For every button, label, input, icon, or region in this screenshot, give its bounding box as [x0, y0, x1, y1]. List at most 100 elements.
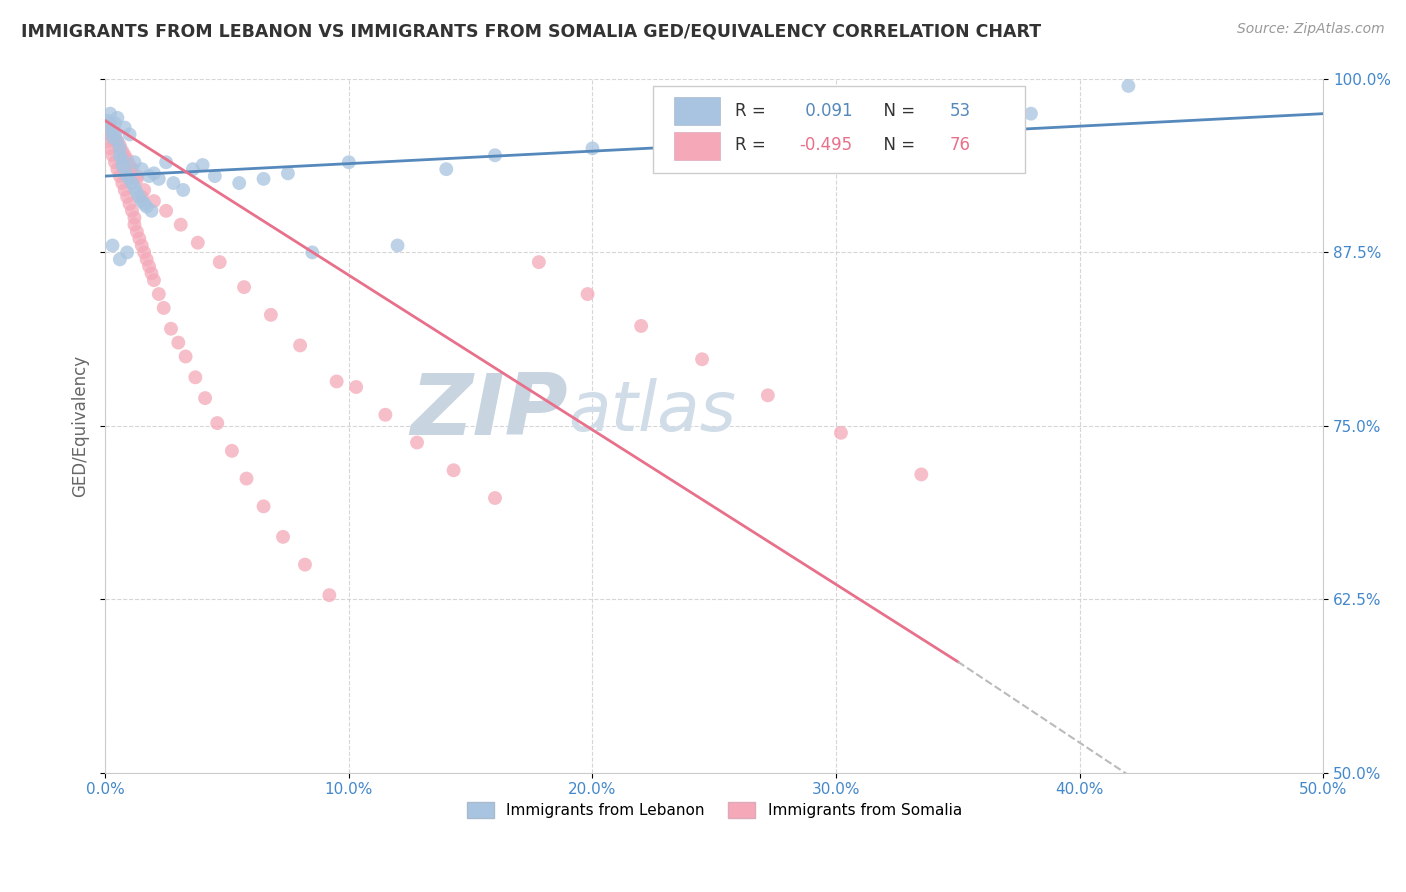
Text: -0.495: -0.495 [800, 136, 852, 154]
Point [484, 148, 506, 162]
Point [135, 252, 157, 267]
Point [703, 148, 725, 162]
Point [105, 111, 128, 125]
Point [118, 162, 141, 177]
Point [148, 287, 170, 301]
Point [142, 194, 165, 208]
Point [148, 172, 170, 186]
Point [125, 169, 148, 183]
Point [374, 408, 396, 422]
Point [104, 155, 127, 169]
Point [191, 158, 214, 172]
Point [101, 125, 124, 139]
Point [115, 153, 138, 167]
Point [830, 425, 852, 440]
Point [170, 218, 193, 232]
Point [121, 203, 143, 218]
Point [294, 558, 316, 572]
Point [128, 231, 150, 245]
Point [344, 380, 367, 394]
Point [221, 443, 243, 458]
Point [98, 128, 121, 142]
Point [101, 125, 124, 139]
Point [97, 113, 120, 128]
Point [630, 318, 652, 333]
Point [208, 255, 231, 269]
Point [124, 211, 146, 225]
Point [134, 197, 156, 211]
Point [128, 190, 150, 204]
Point [910, 467, 932, 482]
Point [142, 273, 165, 287]
Point [124, 155, 146, 169]
Point [108, 138, 131, 153]
Point [187, 235, 209, 250]
Point [98, 106, 121, 120]
Point [115, 169, 138, 183]
Point [756, 388, 779, 402]
Point [104, 128, 127, 142]
Point [387, 238, 409, 252]
Point [260, 308, 283, 322]
Point [155, 203, 177, 218]
Text: N =: N = [873, 136, 920, 154]
Point [141, 266, 163, 280]
Point [172, 183, 194, 197]
Point [527, 255, 550, 269]
Point [184, 370, 207, 384]
Point [98, 120, 121, 135]
Point [301, 245, 323, 260]
Point [337, 155, 360, 169]
Point [105, 135, 128, 149]
Point [1019, 106, 1042, 120]
Legend: Immigrants from Lebanon, Immigrants from Somalia: Immigrants from Lebanon, Immigrants from… [461, 796, 967, 824]
Point [576, 287, 599, 301]
FancyBboxPatch shape [654, 86, 1025, 173]
Point [108, 144, 131, 158]
Point [162, 176, 184, 190]
Point [97, 135, 120, 149]
Point [98, 141, 121, 155]
Point [235, 472, 257, 486]
Point [111, 158, 134, 172]
Point [194, 391, 217, 405]
Point [118, 197, 141, 211]
Point [108, 148, 131, 162]
Y-axis label: GED/Equivalency: GED/Equivalency [72, 355, 89, 497]
Text: Source: ZipAtlas.com: Source: ZipAtlas.com [1237, 22, 1385, 37]
Point [181, 162, 204, 177]
Text: N =: N = [873, 102, 920, 120]
Point [114, 183, 136, 197]
Point [252, 172, 274, 186]
Point [131, 194, 153, 208]
Point [114, 120, 136, 135]
Point [104, 135, 127, 149]
Point [105, 162, 128, 177]
Text: R =: R = [735, 102, 770, 120]
Point [124, 218, 146, 232]
Point [114, 162, 136, 177]
Point [288, 338, 311, 352]
Point [101, 130, 124, 145]
Point [111, 153, 134, 167]
Point [114, 148, 136, 162]
Point [434, 162, 457, 177]
Text: atlas: atlas [568, 378, 737, 445]
Point [406, 435, 429, 450]
Point [108, 141, 131, 155]
Text: 53: 53 [949, 102, 970, 120]
Point [134, 245, 156, 260]
Point [125, 172, 148, 186]
Point [141, 203, 163, 218]
Point [101, 148, 124, 162]
Point [111, 144, 134, 158]
Point [160, 322, 183, 336]
Point [97, 120, 120, 135]
Point [174, 350, 197, 364]
Point [131, 238, 153, 252]
Point [233, 280, 256, 294]
Point [121, 176, 143, 190]
Point [138, 260, 160, 274]
Point [104, 130, 127, 145]
Point [101, 238, 124, 252]
